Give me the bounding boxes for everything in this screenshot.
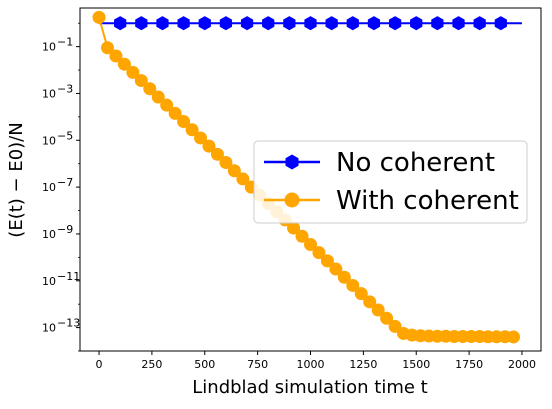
series-no-coherent-point [283, 16, 296, 31]
series-with-coherent-point [312, 246, 326, 260]
series-no-coherent-point [494, 16, 507, 31]
y-tick-label: 10 [42, 87, 56, 100]
series-with-coherent-point [227, 164, 241, 178]
series-no-coherent-point [135, 16, 148, 31]
series-no-coherent-point [114, 16, 127, 31]
y-tick-label: 10 [42, 181, 56, 194]
legend-marker [285, 154, 299, 170]
series-no-coherent-point [156, 16, 169, 31]
series-no-coherent-point [262, 16, 275, 31]
series-no-coherent-point [473, 16, 486, 31]
y-tick-superscript: −1 [57, 36, 73, 49]
series-with-coherent-point [117, 57, 131, 71]
x-tick-label: 1750 [455, 358, 483, 371]
series-no-coherent-point [367, 16, 381, 31]
legend-label: With coherent [336, 186, 519, 216]
legend: No coherent With coherent [253, 140, 528, 224]
series-with-coherent-point [126, 65, 140, 79]
x-tick-label: 500 [194, 358, 215, 371]
series-with-coherent-point [346, 278, 360, 292]
series-no-coherent-point [177, 16, 190, 31]
y-tick-label: 10 [42, 228, 56, 241]
y-tick-label: 10 [42, 134, 56, 147]
series-with-coherent-point [177, 115, 191, 129]
series-with-coherent-point [287, 221, 301, 235]
series-with-coherent-point [151, 90, 165, 104]
series-with-coherent-point [160, 98, 174, 112]
legend-label: No coherent [336, 148, 495, 178]
y-tick-label: 10 [42, 275, 56, 288]
series-with-coherent-point [371, 303, 385, 317]
series-with-coherent-point [304, 237, 317, 251]
y-tick-superscript: −11 [57, 270, 80, 283]
x-tick-label: 1250 [349, 358, 377, 371]
series-with-coherent-point [109, 49, 123, 63]
series-no-coherent-point [452, 16, 465, 31]
series-with-coherent-point [168, 106, 182, 120]
y-axis-label: (E(t) − E0)/N [6, 122, 27, 237]
series-with-coherent-point [194, 131, 208, 145]
y-tick-label: 10 [42, 41, 56, 54]
series-with-coherent-point [143, 82, 157, 96]
series-with-coherent-point [100, 41, 114, 55]
series-with-coherent-point [380, 311, 394, 325]
y-tick-label: 10 [42, 322, 56, 335]
series-with-coherent-point [363, 295, 377, 309]
series-layer [92, 10, 522, 344]
series-with-coherent-point [219, 156, 233, 170]
y-tick-superscript: −5 [57, 129, 73, 142]
x-tick-label: 2000 [508, 358, 536, 371]
series-with-coherent-point [210, 147, 224, 161]
series-with-coherent-point [354, 287, 368, 301]
x-tick-label: 1000 [297, 358, 325, 371]
series-with-coherent-point [92, 10, 106, 24]
series-no-coherent-point [198, 16, 211, 31]
y-tick-superscript: −7 [57, 176, 73, 189]
series-no-coherent-point [325, 16, 338, 31]
x-tick-label: 750 [247, 358, 268, 371]
ticks-layer: 0 250 500 750 1000 1250 1500 1750 200010−110−310… [42, 22, 536, 371]
series-with-coherent-point [329, 262, 343, 276]
series-with-coherent-point [236, 172, 250, 186]
series-with-coherent-point [295, 229, 309, 243]
series-no-coherent-point [346, 16, 359, 31]
series-no-coherent-point [219, 16, 233, 31]
x-axis-label: Lindblad simulation time t [192, 377, 427, 398]
series-no-coherent-point [240, 16, 254, 31]
series-with-coherent-point [202, 139, 216, 153]
y-tick-superscript: −9 [57, 223, 73, 236]
series-with-coherent-point [507, 330, 521, 344]
series-no-coherent-point [431, 16, 444, 31]
x-tick-label: 0 [96, 358, 103, 371]
legend-box [253, 140, 528, 224]
x-tick-label: 1500 [402, 358, 430, 371]
series-with-coherent-point [320, 254, 334, 268]
series-with-coherent-point [185, 123, 199, 137]
x-tick-label: 250 [141, 358, 162, 371]
legend-marker [284, 192, 300, 208]
series-no-coherent-point [410, 16, 423, 31]
y-tick-superscript: −3 [57, 82, 73, 95]
series-no-coherent-point [304, 16, 317, 31]
series-no-coherent-point [388, 16, 402, 31]
series-with-coherent-point [337, 270, 351, 284]
series-with-coherent-point [134, 74, 148, 88]
y-tick-superscript: −13 [57, 317, 80, 330]
